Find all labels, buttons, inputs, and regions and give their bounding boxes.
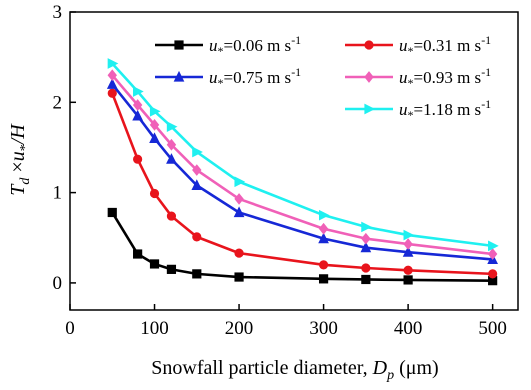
y-axis-title: Td ×u*/H (7, 123, 33, 196)
data-point (234, 272, 244, 282)
data-point (318, 260, 329, 270)
data-point (234, 248, 244, 258)
data-point (234, 193, 244, 205)
data-point (361, 221, 372, 233)
legend: u*=0.06 m s-1 u*=0.31 m s-1 u*=0.75 m s-1 u… (155, 33, 491, 122)
y-tick-label: 2 (53, 92, 63, 113)
data-point (166, 211, 177, 221)
data-point (361, 274, 371, 285)
series-line (111, 74, 493, 256)
series-line (111, 83, 493, 261)
data-point (488, 269, 498, 279)
y-tick-label: 0 (53, 273, 63, 294)
x-axis-title: Snowfall particle diameter, Dp (μm) (151, 357, 438, 383)
x-tick-label: 100 (140, 318, 169, 339)
data-point (132, 99, 143, 111)
legend-entry-1: u*=0.31 m s-1 (345, 33, 491, 58)
data-point (132, 109, 143, 121)
plot-area (106, 58, 499, 286)
axes (69, 11, 519, 311)
series-line (111, 211, 493, 282)
data-point (107, 207, 117, 218)
data-point (361, 232, 371, 245)
legend-label: u*=0.75 m s-1 (209, 65, 301, 90)
data-point (133, 86, 144, 97)
data-point (192, 146, 203, 158)
data-point (149, 188, 160, 199)
series-2 (106, 78, 498, 265)
data-point (318, 232, 329, 244)
series-line (111, 92, 493, 276)
legend-marker (174, 40, 184, 50)
data-point (106, 78, 118, 89)
data-point (403, 275, 413, 285)
data-point (233, 206, 245, 218)
series-4 (107, 58, 499, 252)
legend-marker (173, 70, 185, 82)
data-point (107, 58, 119, 69)
legend-label: u*=0.31 m s-1 (399, 33, 491, 58)
data-point (133, 154, 143, 164)
ticks: 0 100 200 300 400 500 0 1 2 3 (53, 2, 507, 339)
data-point (107, 88, 117, 98)
data-point (403, 265, 413, 275)
x-tick-label: 300 (309, 318, 338, 339)
y-tick-label: 3 (53, 2, 63, 23)
data-point (403, 238, 413, 250)
legend-label: u*=1.18 m s-1 (399, 97, 491, 122)
data-point (192, 164, 202, 176)
x-tick-label: 200 (225, 318, 254, 339)
series-line (111, 62, 493, 248)
data-point (487, 248, 498, 260)
y-tick-label: 1 (53, 183, 63, 204)
legend-marker (364, 40, 374, 50)
data-point (318, 274, 329, 284)
legend-entry-2: u*=0.75 m s-1 (155, 65, 301, 90)
data-point (191, 179, 203, 190)
data-point (360, 241, 372, 253)
data-point (192, 269, 202, 279)
data-point (403, 229, 415, 241)
data-point (318, 222, 329, 235)
legend-entry-0: u*=0.06 m s-1 (155, 33, 301, 58)
x-tick-label: 0 (65, 318, 75, 339)
legend-entry-3: u*=0.93 m s-1 (345, 65, 491, 90)
data-point (192, 232, 202, 242)
data-point (488, 240, 499, 252)
data-point (166, 153, 177, 164)
series-3 (107, 69, 498, 260)
data-point (166, 264, 177, 274)
data-point (133, 249, 143, 259)
data-point (149, 259, 160, 269)
legend-marker (364, 71, 374, 83)
data-point (361, 263, 371, 273)
data-point (166, 121, 178, 133)
data-point (107, 69, 117, 82)
legend-marker (364, 103, 376, 115)
x-tick-label: 400 (394, 318, 423, 339)
data-point (149, 132, 160, 144)
data-point (149, 105, 161, 117)
data-point (402, 246, 414, 257)
legend-entry-4: u*=1.18 m s-1 (345, 97, 491, 122)
data-point (318, 209, 330, 221)
series-0 (107, 207, 498, 286)
x-tick-label: 500 (478, 318, 507, 339)
legend-label: u*=0.06 m s-1 (209, 33, 301, 58)
series-1 (107, 88, 498, 279)
legend-label: u*=0.93 m s-1 (399, 65, 491, 90)
data-point (166, 138, 177, 151)
data-point (234, 176, 246, 188)
data-point (149, 119, 160, 131)
plot-frame (69, 11, 519, 311)
